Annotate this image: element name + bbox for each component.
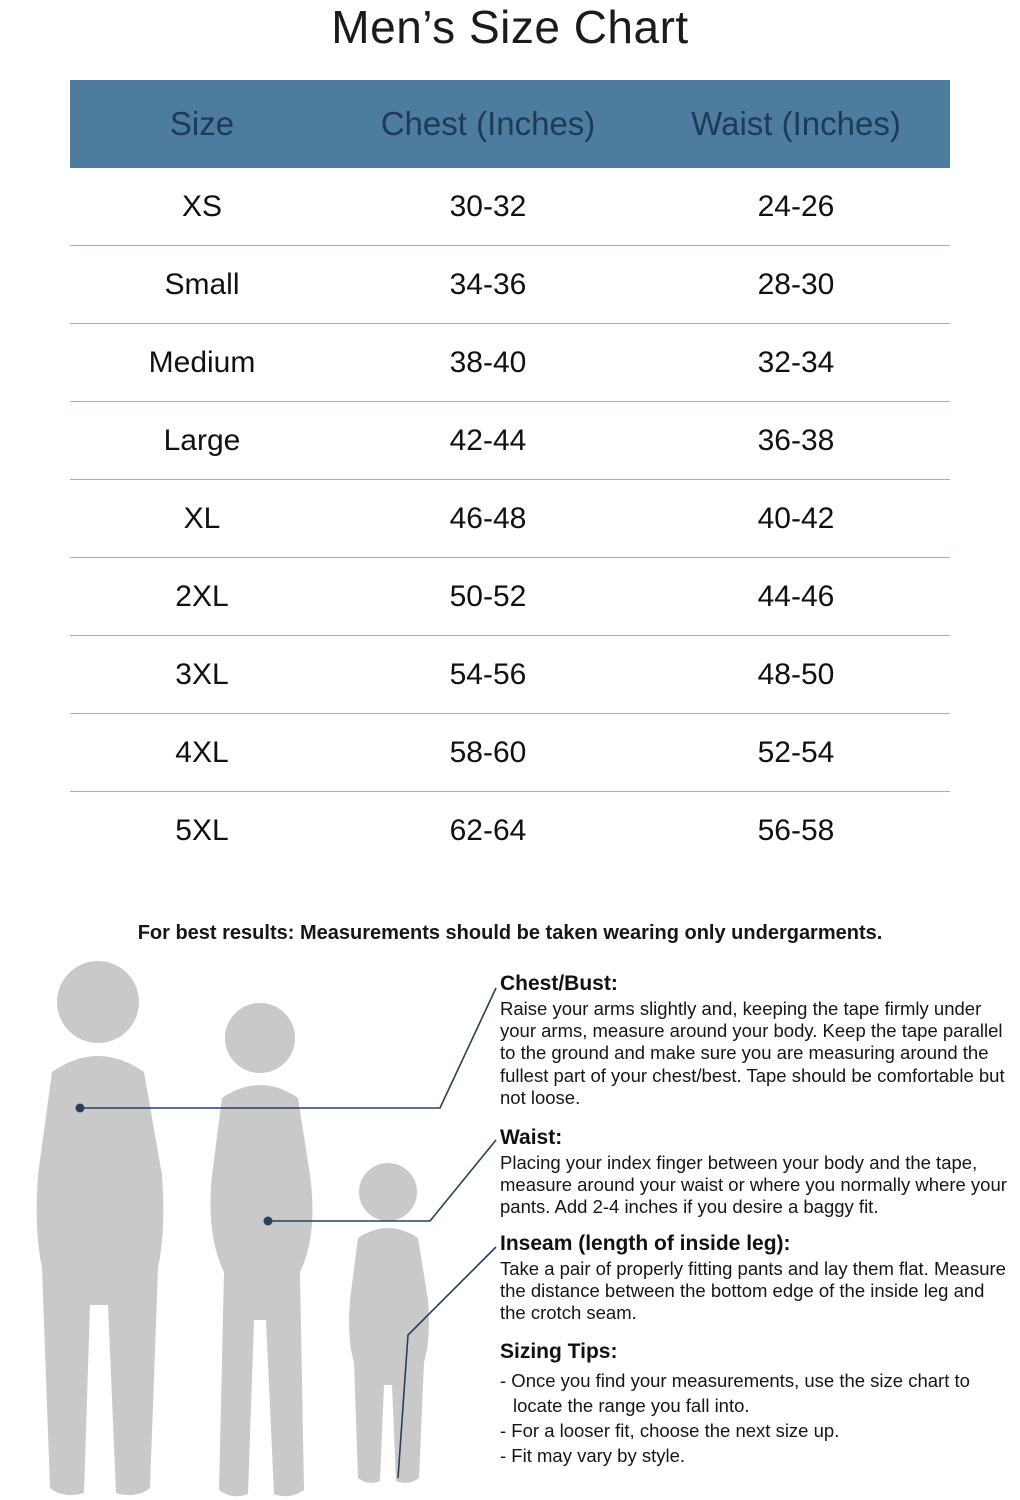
chest-cell: 30-32 (449, 189, 527, 223)
inseam-instructions-section: Inseam (length of inside leg): Take a pa… (500, 1232, 1012, 1325)
child-silhouette (349, 1228, 429, 1483)
size-cell: 4XL (175, 735, 229, 769)
child-silhouette-head (359, 1163, 417, 1221)
size-chart-table: Size Chest (Inches) Waist (Inches) XS 30… (70, 80, 950, 869)
column-header-size: Size (169, 105, 235, 142)
column-header-waist: Waist (Inches) (691, 105, 901, 142)
chest-cell: 34-36 (449, 267, 527, 301)
size-cell: Large (163, 423, 241, 457)
column-header-chest: Chest (Inches) (380, 105, 596, 142)
man-silhouette-head (57, 961, 139, 1043)
chest-instructions-section: Chest/Bust: Raise your arms slightly and… (500, 972, 1012, 1109)
tip-item: - Fit may vary by style. (500, 1444, 686, 1466)
chest-heading: Chest/Bust: (500, 972, 618, 995)
waist-heading: Waist: (500, 1126, 563, 1149)
chest-cell: 54-56 (449, 657, 527, 691)
page-title: Men’s Size Chart (331, 1, 689, 53)
inseam-body: Take a pair of properly fitting pants an… (500, 1258, 1006, 1324)
tip-item: - Once you find your measurements, use t… (500, 1370, 970, 1416)
sizing-tips-section: Sizing Tips: - Once you find your measur… (500, 1340, 1012, 1469)
size-cell: 3XL (175, 657, 229, 691)
size-cell: 2XL (175, 579, 229, 613)
silhouette-group (36, 961, 429, 1497)
chest-body: Raise your arms slightly and, keeping th… (500, 998, 1005, 1108)
woman-silhouette (210, 1085, 313, 1497)
chest-cell: 50-52 (449, 579, 527, 613)
waist-cell: 56-58 (757, 813, 835, 847)
chest-cell: 58-60 (449, 735, 527, 769)
waist-cell: 32-34 (757, 345, 835, 379)
table-row: 2XL 50-52 44-46 (70, 557, 950, 635)
waist-point-dot (263, 1216, 273, 1226)
waist-cell: 40-42 (757, 501, 835, 535)
chest-cell: 62-64 (449, 813, 527, 847)
size-cell: 5XL (175, 813, 229, 847)
table-row: XL 46-48 40-42 (70, 479, 950, 557)
woman-silhouette-head (225, 1003, 295, 1073)
table-row: Large 42-44 36-38 (70, 401, 950, 479)
inseam-heading: Inseam (length of inside leg): (500, 1232, 791, 1255)
leader-line-group (80, 987, 497, 1479)
waist-cell: 24-26 (757, 189, 835, 223)
waist-cell: 44-46 (757, 579, 835, 613)
table-row: Small 34-36 28-30 (70, 245, 950, 323)
man-silhouette (36, 1056, 164, 1496)
table-row: 5XL 62-64 56-58 (70, 791, 950, 869)
waist-instructions-section: Waist: Placing your index finger between… (500, 1126, 1012, 1219)
chest-point-dot (75, 1103, 85, 1113)
table-row: Medium 38-40 32-34 (70, 323, 950, 401)
chest-leader-line (80, 987, 497, 1109)
waist-cell: 52-54 (757, 735, 835, 769)
chest-cell: 46-48 (449, 501, 527, 535)
chest-cell: 38-40 (449, 345, 527, 379)
leader-dot-group (75, 1103, 273, 1226)
size-cell: XS (181, 189, 223, 223)
size-cell: Small (164, 267, 240, 301)
table-row: 3XL 54-56 48-50 (70, 635, 950, 713)
waist-cell: 36-38 (757, 423, 835, 457)
waist-leader-line (268, 1139, 497, 1222)
table-row: XS 30-32 24-26 (70, 168, 950, 245)
tip-item: - For a looser fit, choose the next size… (500, 1419, 840, 1441)
size-cell: XL (183, 501, 221, 535)
waist-body: Placing your index finger between your b… (500, 1152, 1007, 1218)
size-cell: Medium (148, 345, 256, 379)
inseam-leader-line (397, 1246, 497, 1479)
sizing-tips-heading: Sizing Tips: (500, 1340, 618, 1363)
waist-cell: 28-30 (757, 267, 835, 301)
table-row: 4XL 58-60 52-54 (70, 713, 950, 791)
sizing-tips-list: - Once you find your measurements, use t… (500, 1369, 1012, 1469)
chest-cell: 42-44 (449, 423, 527, 457)
best-results-note: For best results: Measurements should be… (137, 922, 883, 944)
table-header-row: Size Chest (Inches) Waist (Inches) (70, 80, 950, 168)
waist-cell: 48-50 (757, 657, 835, 691)
